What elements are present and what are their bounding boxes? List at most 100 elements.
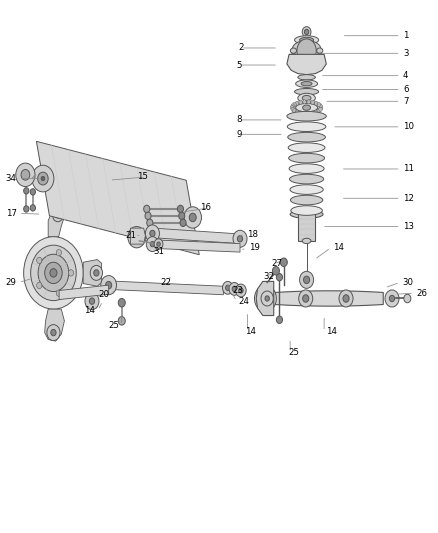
Polygon shape — [109, 281, 223, 295]
Circle shape — [94, 270, 99, 276]
Ellipse shape — [291, 206, 322, 215]
Text: 19: 19 — [249, 244, 260, 252]
Circle shape — [299, 290, 313, 307]
Ellipse shape — [290, 185, 323, 195]
Circle shape — [265, 296, 269, 301]
Polygon shape — [275, 291, 383, 306]
Text: 10: 10 — [403, 123, 414, 131]
Polygon shape — [48, 210, 64, 237]
Circle shape — [45, 262, 62, 284]
Text: 14: 14 — [333, 244, 344, 252]
Circle shape — [147, 219, 153, 227]
Ellipse shape — [287, 111, 326, 121]
Circle shape — [239, 288, 243, 293]
Text: 5: 5 — [237, 61, 242, 69]
Ellipse shape — [296, 103, 318, 112]
Circle shape — [41, 176, 45, 181]
Circle shape — [237, 236, 243, 242]
Circle shape — [56, 290, 61, 296]
Circle shape — [24, 188, 29, 194]
Circle shape — [319, 106, 323, 110]
Circle shape — [260, 292, 271, 305]
Circle shape — [223, 281, 233, 294]
Text: 30: 30 — [402, 278, 413, 287]
Circle shape — [291, 104, 294, 108]
Circle shape — [389, 295, 395, 302]
Ellipse shape — [317, 48, 323, 53]
Circle shape — [38, 254, 69, 292]
Circle shape — [385, 290, 399, 307]
Circle shape — [302, 27, 311, 37]
Text: 7: 7 — [403, 97, 409, 106]
Ellipse shape — [300, 37, 314, 43]
Circle shape — [318, 54, 324, 60]
Text: 9: 9 — [237, 130, 242, 139]
Circle shape — [24, 237, 83, 309]
Circle shape — [317, 109, 321, 113]
Circle shape — [297, 39, 316, 62]
Circle shape — [304, 29, 309, 35]
Circle shape — [150, 241, 155, 247]
Circle shape — [319, 107, 322, 111]
Polygon shape — [287, 54, 326, 75]
Text: 13: 13 — [403, 222, 414, 231]
Ellipse shape — [290, 48, 297, 53]
Ellipse shape — [289, 164, 324, 173]
Polygon shape — [153, 240, 240, 252]
Circle shape — [404, 294, 411, 303]
Circle shape — [30, 205, 35, 211]
Circle shape — [32, 165, 54, 192]
Circle shape — [276, 316, 283, 324]
Text: 34: 34 — [6, 174, 17, 183]
Circle shape — [37, 282, 42, 289]
Ellipse shape — [290, 211, 323, 219]
Circle shape — [157, 242, 160, 246]
Text: 14: 14 — [245, 327, 256, 336]
Circle shape — [150, 230, 155, 237]
Text: 24: 24 — [239, 297, 250, 305]
Text: 2: 2 — [239, 44, 244, 52]
Ellipse shape — [296, 80, 318, 87]
Ellipse shape — [288, 132, 325, 142]
Circle shape — [339, 290, 353, 307]
Ellipse shape — [298, 93, 315, 103]
Text: 18: 18 — [247, 230, 258, 239]
Ellipse shape — [301, 82, 312, 86]
Circle shape — [50, 269, 57, 277]
Circle shape — [307, 111, 311, 116]
Circle shape — [179, 212, 185, 220]
Circle shape — [21, 169, 30, 180]
Circle shape — [261, 291, 273, 306]
Text: 14: 14 — [326, 327, 337, 336]
Text: 1: 1 — [403, 31, 409, 40]
Circle shape — [295, 110, 299, 114]
Circle shape — [264, 296, 267, 301]
Circle shape — [299, 111, 302, 115]
Text: 27: 27 — [272, 260, 283, 268]
Circle shape — [177, 205, 184, 213]
Text: 12: 12 — [403, 194, 414, 203]
Polygon shape — [45, 309, 64, 341]
Text: 3: 3 — [403, 49, 409, 58]
Circle shape — [47, 325, 60, 341]
Circle shape — [290, 54, 295, 60]
Bar — [298, 212, 315, 241]
Circle shape — [295, 101, 299, 106]
Text: 29: 29 — [6, 278, 17, 287]
Circle shape — [85, 293, 99, 310]
Circle shape — [68, 270, 74, 276]
Circle shape — [300, 271, 314, 288]
Circle shape — [280, 258, 287, 266]
Ellipse shape — [290, 195, 323, 205]
Circle shape — [276, 273, 283, 281]
Circle shape — [291, 107, 294, 111]
Polygon shape — [83, 260, 102, 286]
Text: 6: 6 — [403, 85, 409, 94]
Circle shape — [314, 101, 318, 106]
Text: 8: 8 — [237, 116, 242, 124]
Circle shape — [31, 245, 76, 301]
Circle shape — [24, 206, 29, 212]
Polygon shape — [131, 228, 145, 244]
Circle shape — [303, 295, 309, 302]
Ellipse shape — [302, 238, 311, 244]
